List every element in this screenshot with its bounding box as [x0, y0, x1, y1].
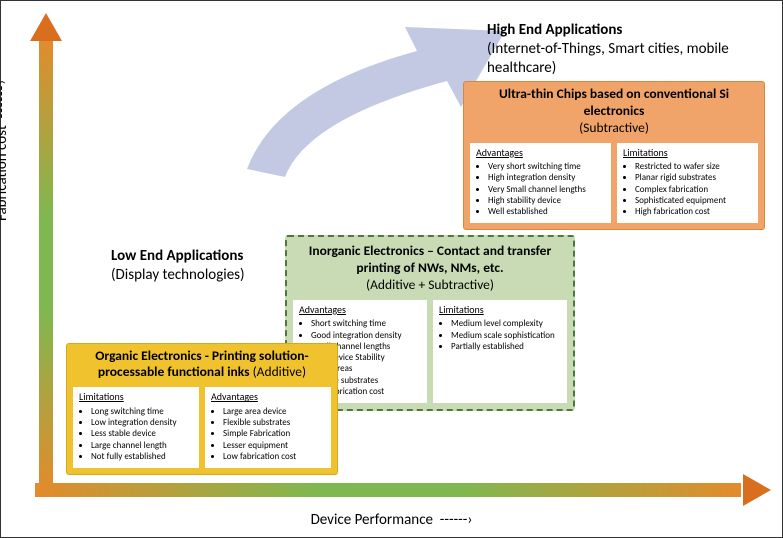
ultrathin-lim-heading: Limitations: [623, 147, 752, 160]
ultrathin-header: Ultra-thin Chips based on conventional S…: [464, 82, 764, 143]
y-axis-text: Fabrication cost: [0, 125, 11, 221]
x-axis-arrow-glyph: ------›: [440, 511, 473, 529]
inorganic-sub: (Additive + Subtractive): [366, 276, 494, 293]
ultrathin-limitations-panel: Limitations Restricted to wafer sizePlan…: [617, 143, 758, 224]
ultrathin-adv-heading: Advantages: [476, 147, 605, 160]
ultrathin-adv-list: Very short switching timeHigh integratio…: [476, 161, 605, 217]
organic-advantages-panel: Advantages Large area deviceFlexible sub…: [205, 387, 331, 468]
list-item: Large channel length: [91, 440, 193, 451]
list-item: Restricted to wafer size: [635, 161, 752, 172]
ultrathin-advantages-panel: Advantages Very short switching timeHigh…: [470, 143, 611, 224]
list-item: Less stable device: [91, 428, 193, 439]
inorganic-lim-heading: Limitations: [439, 304, 561, 317]
x-axis-text: Device Performance: [311, 511, 433, 529]
ultrathin-sub: (Subtractive): [579, 119, 649, 136]
list-item: Flexible substrates: [223, 417, 325, 428]
list-item: Not fully established: [91, 451, 193, 462]
high-end-title: High End Applications: [487, 21, 622, 39]
inorganic-header: Inorganic Electronics – Contact and tran…: [287, 237, 573, 300]
list-item: High fabrication cost: [635, 206, 752, 217]
list-item: Sophisticated equipment: [635, 195, 752, 206]
y-axis-label: Fabrication cost ------›: [0, 79, 11, 221]
list-item: Simple Fabrication: [223, 428, 325, 439]
inorganic-limitations-panel: Limitations Medium level complexityMediu…: [433, 300, 567, 403]
list-item: Very Small channel lengths: [488, 184, 605, 195]
low-end-title: Low End Applications: [111, 247, 243, 265]
organic-adv-heading: Advantages: [211, 391, 325, 404]
organic-lim-heading: Limitations: [79, 391, 193, 404]
list-item: High stability device: [488, 195, 605, 206]
organic-category-box: Organic Electronics - Printing solution-…: [66, 343, 338, 476]
list-item: High integration density: [488, 172, 605, 183]
list-item: Partially established: [451, 341, 561, 352]
list-item: Short switching time: [311, 318, 421, 329]
ultrathin-panels: Advantages Very short switching timeHigh…: [464, 143, 764, 230]
organic-header: Organic Electronics - Printing solution-…: [67, 344, 337, 388]
y-axis-arrow-glyph: ------›: [0, 79, 11, 119]
inorganic-adv-heading: Advantages: [299, 304, 421, 317]
ultrathin-title: Ultra-thin Chips based on conventional S…: [499, 85, 729, 119]
high-end-applications-label: High End Applications (Internet-of-Thing…: [487, 21, 783, 77]
list-item: Planar rigid substrates: [635, 172, 752, 183]
list-item: Medium level complexity: [451, 318, 561, 329]
list-item: Low fabrication cost: [223, 451, 325, 462]
list-item: Very short switching time: [488, 161, 605, 172]
organic-panels: Limitations Long switching timeLow integ…: [67, 387, 337, 474]
list-item: Medium scale sophistication: [451, 330, 561, 341]
list-item: Long switching time: [91, 406, 193, 417]
inorganic-title: Inorganic Electronics – Contact and tran…: [309, 242, 552, 276]
high-end-sub: (Internet-of-Things, Smart cities, mobil…: [487, 40, 729, 77]
ultrathin-category-box: Ultra-thin Chips based on conventional S…: [463, 81, 765, 230]
list-item: Lesser equipment: [223, 440, 325, 451]
organic-lim-list: Long switching timeLow integration densi…: [79, 406, 193, 462]
chart-area: High End Applications (Internet-of-Thing…: [49, 9, 770, 491]
low-end-sub: (Display technologies): [111, 266, 245, 284]
organic-limitations-panel: Limitations Long switching timeLow integ…: [73, 387, 199, 468]
x-axis-label: Device Performance ------›: [1, 511, 782, 529]
organic-adv-list: Large area deviceFlexible substratesSimp…: [211, 406, 325, 462]
list-item: Good integration density: [311, 330, 421, 341]
inorganic-lim-list: Medium level complexityMedium scale soph…: [439, 318, 561, 352]
list-item: Well established: [488, 206, 605, 217]
list-item: Large area device: [223, 406, 325, 417]
ultrathin-lim-list: Restricted to wafer sizePlanar rigid sub…: [623, 161, 752, 217]
low-end-applications-label: Low End Applications (Display technologi…: [111, 247, 301, 285]
list-item: Complex fabrication: [635, 184, 752, 195]
list-item: Low integration density: [91, 417, 193, 428]
organic-sub: (Additive): [250, 363, 307, 380]
